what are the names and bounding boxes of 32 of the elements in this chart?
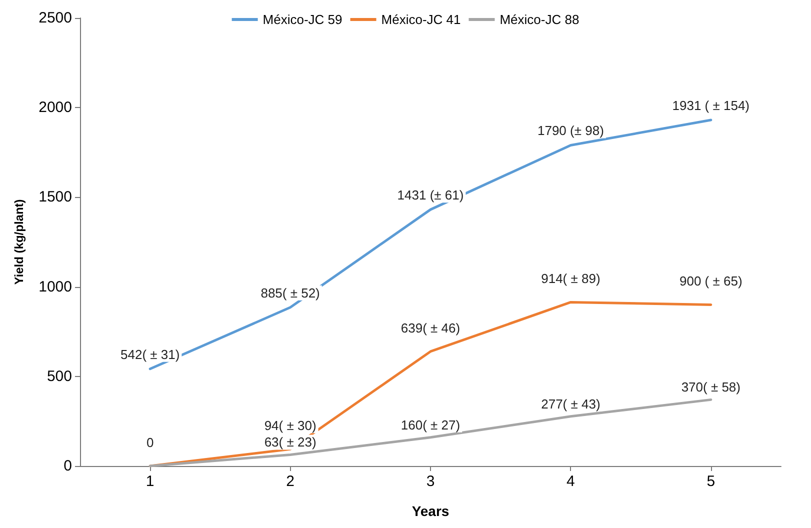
y-tick-label: 1000 [38,278,72,296]
y-axis-title: Yield (kg/plant) [12,199,26,285]
x-tick-label: 5 [706,473,716,490]
data-label: 900 ( ± 65) [680,274,742,289]
legend-label: México-JC 88 [500,12,580,27]
data-label: 1431 (± 61) [397,188,464,203]
y-tick-label: 0 [64,458,72,474]
y-tick-label: 2500 [38,10,72,26]
data-label: 63( ± 23) [264,434,316,450]
x-tick-label: 3 [426,473,435,490]
data-label: 94( ± 30) [264,418,316,434]
data-label: 277( ± 43) [541,396,600,412]
x-axis-title: Years [412,503,450,519]
x-tick-label: 4 [566,473,575,490]
y-tick-label: 500 [46,368,72,385]
x-tick-label: 1 [146,473,154,490]
data-label: 0 [146,435,154,450]
x-tick-label: 2 [286,473,294,490]
line-series [148,118,712,370]
legend-label: México-JC 59 [262,12,342,27]
data-label: 1790 (± 98) [537,123,604,138]
y-tick-label: 2000 [38,99,72,116]
legend-label: México-JC 41 [381,12,461,27]
data-label: 370( ± 58) [681,380,740,395]
data-label: 914( ± 89) [541,271,600,286]
data-label: 1931 ( ± 154) [672,98,750,113]
data-label: 885( ± 52) [260,285,320,300]
y-tick-label: 1500 [38,188,72,206]
data-label: 160( ± 27) [400,417,460,432]
data-label: 639( ± 46) [400,320,460,336]
data-label: 542( ± 31) [120,346,180,362]
line-series [148,398,712,468]
